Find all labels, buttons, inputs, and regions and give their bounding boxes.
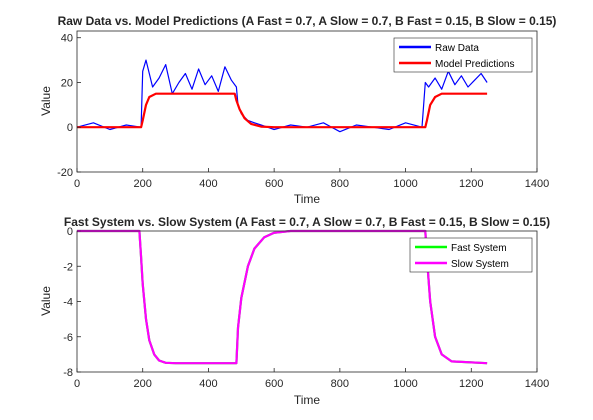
x-tick-label: 400 [199,178,217,190]
x-ticks: 0 200 400 600 800 1000 1200 1400 [74,368,549,390]
series-line-model-predictions [77,92,488,129]
x-tick-label: 200 [134,378,152,390]
legend-label-fast-system: Fast System [451,243,507,254]
x-tick-label: 1000 [393,178,417,190]
y-ticks: -8 -6 -4 -2 0 [63,226,81,379]
x-tick-label: 200 [134,178,152,190]
plot-title: Raw Data vs. Model Predictions (A Fast =… [58,14,557,28]
y-tick-label: -2 [63,261,73,273]
series-layer [77,229,488,365]
x-tick-label: 1000 [393,378,417,390]
x-tick-label: 600 [265,178,283,190]
raw-vs-model-plot: Raw Data vs. Model Predictions (A Fast =… [39,14,556,206]
y-axis-label: Value [39,286,53,316]
legend-box [393,37,533,73]
y-tick-label: -6 [63,332,73,344]
x-tick-label: 0 [74,378,80,390]
legend-label-model-predictions: Model Predictions [435,59,514,70]
y-tick-label: 40 [61,33,73,45]
y-tick-label: -8 [63,367,73,379]
x-tick-label: 1200 [459,178,483,190]
x-tick-label: 1400 [525,178,549,190]
y-tick-label: -20 [57,167,73,179]
legend-label-slow-system: Slow System [451,259,509,270]
x-tick-label: 800 [331,378,349,390]
y-tick-label: 0 [67,122,73,134]
series-line-raw-data [76,59,488,133]
x-tick-label: 1400 [525,378,549,390]
x-ticks: 0 200 400 600 800 1000 1200 1400 [74,168,549,190]
y-ticks: -20 0 20 40 [57,33,81,179]
y-axis-label: Value [39,86,53,116]
y-tick-label: 0 [67,226,73,238]
legend: Fast System Slow System [409,237,533,273]
x-axis-label: Time [294,192,321,206]
x-tick-label: 800 [331,178,349,190]
plot-title: Fast System vs. Slow System (A Fast = 0.… [64,215,550,229]
x-tick-label: 0 [74,178,80,190]
x-tick-label: 600 [265,378,283,390]
legend-box [409,237,533,273]
x-tick-label: 1200 [459,378,483,390]
series-line-slow-system [77,229,488,365]
legend: Raw Data Model Predictions [393,37,533,73]
x-axis-label: Time [294,393,321,407]
y-tick-label: -4 [63,297,73,309]
series-layer [76,59,488,133]
axes-box [76,30,538,173]
legend-label-raw-data: Raw Data [435,43,479,54]
y-tick-label: 20 [61,77,73,89]
x-tick-label: 400 [199,378,217,390]
fast-vs-slow-plot: Fast System vs. Slow System (A Fast = 0.… [39,215,550,407]
